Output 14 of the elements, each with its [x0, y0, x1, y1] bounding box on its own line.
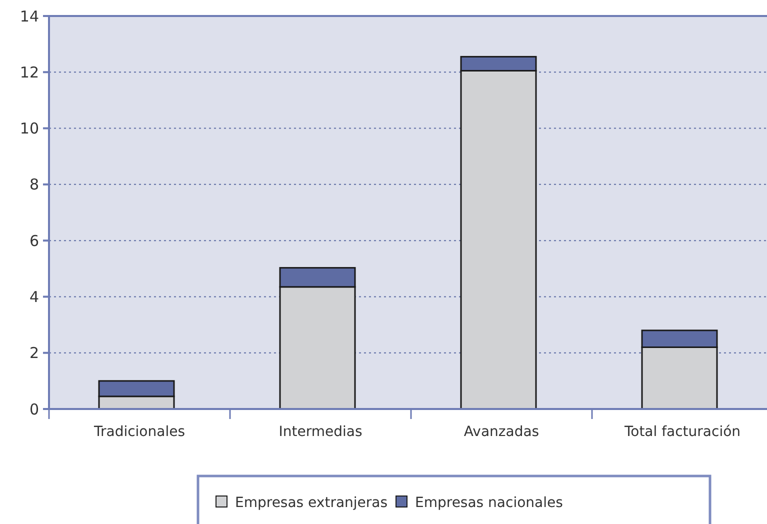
- y-tick-label: 4: [29, 288, 39, 306]
- x-tick-label: Tradicionales: [92, 424, 186, 440]
- legend-label: Empresas nacionales: [415, 494, 563, 511]
- legend-label: Empresas extranjeras: [235, 494, 388, 511]
- y-tick-label: 12: [20, 63, 39, 82]
- y-tick-label: 6: [29, 232, 39, 250]
- x-tick-label: Avanzadas: [464, 424, 540, 440]
- x-tick-label: Intermedias: [278, 424, 362, 440]
- y-tick-label: 10: [20, 120, 39, 138]
- y-tick-label: 2: [29, 344, 39, 362]
- x-tick-label: Total facturación: [623, 424, 741, 440]
- y-tick-label: 8: [29, 176, 39, 194]
- y-tick-label: 14: [20, 7, 39, 26]
- y-tick-label: 0: [29, 400, 39, 418]
